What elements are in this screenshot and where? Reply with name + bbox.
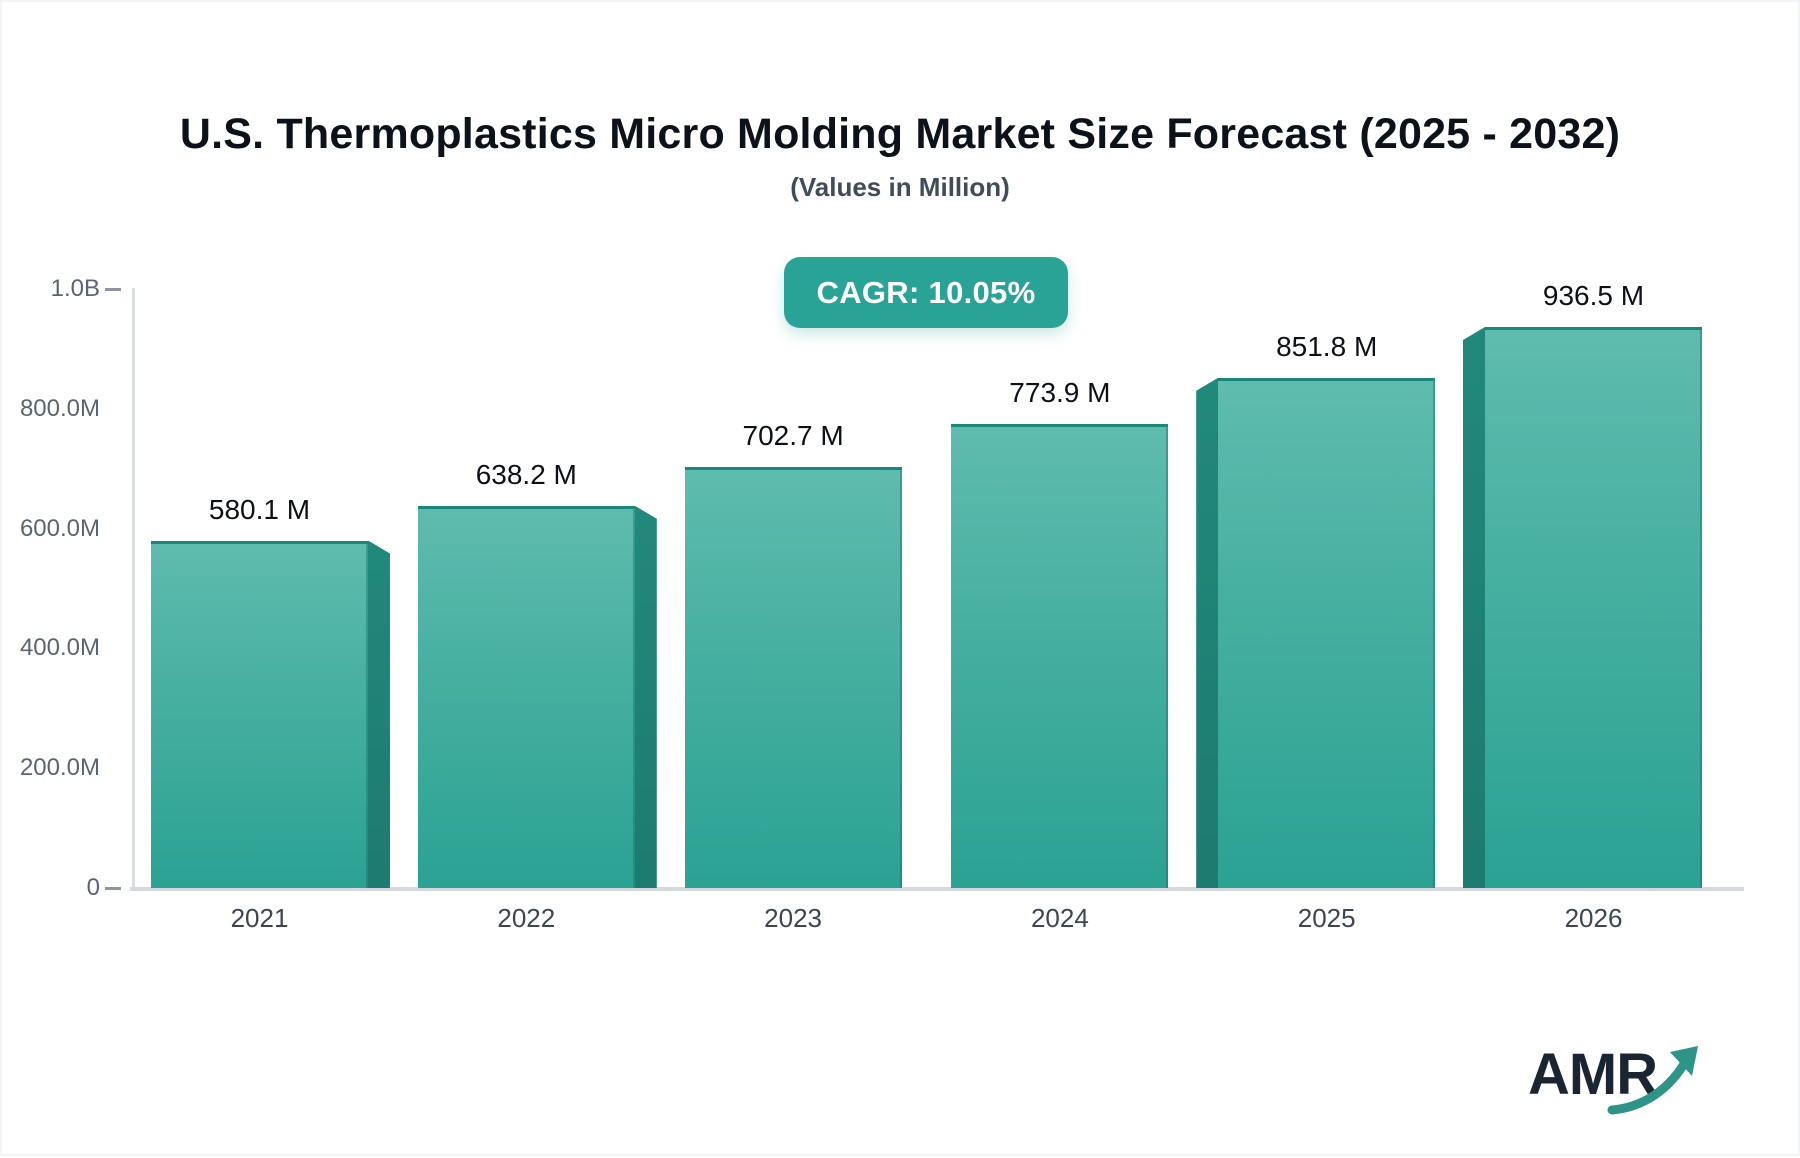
bar-2026-3d-side bbox=[1463, 327, 1485, 888]
x-axis-label-2024: 2024 bbox=[1030, 903, 1089, 933]
amr-logo-text: AMR bbox=[1528, 1042, 1657, 1107]
x-axis-label-2022: 2022 bbox=[497, 903, 556, 933]
chart-subtitle: (Values in Million) bbox=[790, 172, 1010, 202]
y-tick-label-600.0M: 600.0M bbox=[19, 514, 100, 542]
y-tick-dash-1.0B bbox=[105, 288, 121, 291]
cagr-badge-label: CAGR: 10.05% bbox=[816, 274, 1036, 310]
bar-value-label-2026: 936.5 M bbox=[1542, 280, 1645, 312]
y-axis-line bbox=[132, 288, 135, 890]
bar-2024 bbox=[951, 424, 1169, 888]
bar-value-label-2021: 580.1 M bbox=[208, 493, 311, 525]
bar-2021 bbox=[151, 540, 368, 888]
bar-2021-3d-side bbox=[368, 540, 390, 888]
chart-title: U.S. Thermoplastics Micro Molding Market… bbox=[179, 110, 1621, 158]
bar-2022 bbox=[417, 505, 635, 888]
bar-2025 bbox=[1218, 377, 1436, 888]
bar-2022-3d-side bbox=[634, 505, 657, 888]
y-tick-label-1.0B: 1.0B bbox=[50, 275, 100, 302]
y-tick-dash-0 bbox=[105, 887, 121, 890]
bar-2025-3d-side bbox=[1196, 377, 1219, 888]
x-axis-label-2023: 2023 bbox=[764, 903, 823, 933]
bar-value-label-2022: 638.2 M bbox=[475, 458, 577, 490]
bar-2026 bbox=[1485, 327, 1702, 888]
y-tick-label-800.0M: 800.0M bbox=[19, 394, 100, 422]
x-axis-label-2026: 2026 bbox=[1564, 903, 1623, 933]
bar-value-label-2024: 773.9 M bbox=[1009, 377, 1111, 409]
bar-value-label-2023: 702.7 M bbox=[742, 420, 844, 452]
x-axis-label-2021: 2021 bbox=[230, 903, 289, 933]
y-tick-label-200.0M: 200.0M bbox=[19, 754, 100, 782]
bar-2023 bbox=[684, 467, 902, 888]
growth-arrow-icon bbox=[1607, 1046, 1698, 1115]
x-axis-label-2025: 2025 bbox=[1297, 903, 1356, 933]
y-tick-label-400.0M: 400.0M bbox=[19, 634, 100, 662]
y-tick-label-0: 0 bbox=[86, 874, 100, 901]
amr-logo: AMR bbox=[1528, 1042, 1698, 1115]
x-axis-baseline bbox=[130, 887, 1744, 891]
cagr-badge: CAGR: 10.05% bbox=[784, 257, 1068, 328]
bar-value-label-2025: 851.8 M bbox=[1276, 330, 1378, 362]
